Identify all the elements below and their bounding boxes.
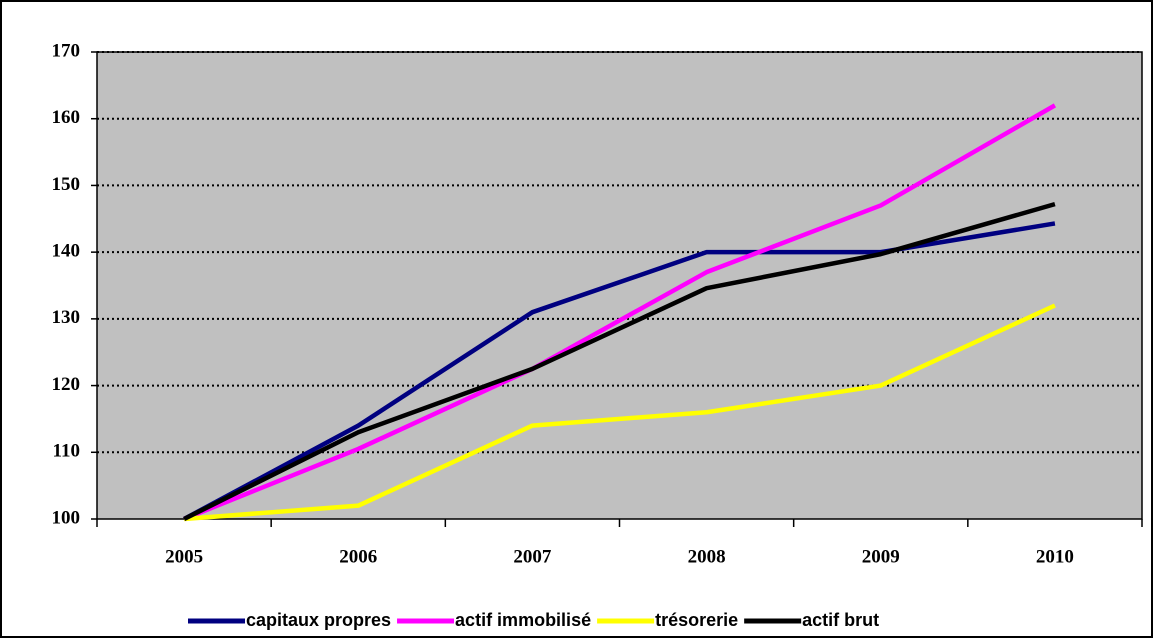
y-tick-label: 130 (52, 307, 81, 328)
series-line (183, 103, 1057, 522)
legend-label: actif immobilisé (455, 610, 591, 630)
y-tick-label: 110 (53, 441, 80, 462)
x-tick-label: 2005 (165, 546, 203, 567)
x-tick-label: 2007 (513, 546, 552, 567)
y-tick-label: 140 (52, 241, 81, 262)
x-tick-label: 2010 (1036, 546, 1074, 567)
y-tick-label: 100 (52, 507, 81, 528)
y-tick-label: 160 (52, 107, 81, 128)
x-tick-label: 2006 (339, 546, 377, 567)
x-tick-label: 2009 (862, 546, 900, 567)
plot-area (97, 52, 1142, 519)
x-tick-label: 2008 (688, 546, 726, 567)
y-tick-label: 170 (52, 40, 81, 61)
y-tick-label: 120 (52, 374, 81, 395)
series-line (183, 201, 1056, 522)
legend-label: capitaux propres (246, 610, 391, 630)
y-tick-label: 150 (52, 174, 81, 195)
legend-label: trésorerie (655, 610, 738, 630)
legend-label: actif brut (802, 610, 879, 630)
series-line (183, 303, 1056, 522)
